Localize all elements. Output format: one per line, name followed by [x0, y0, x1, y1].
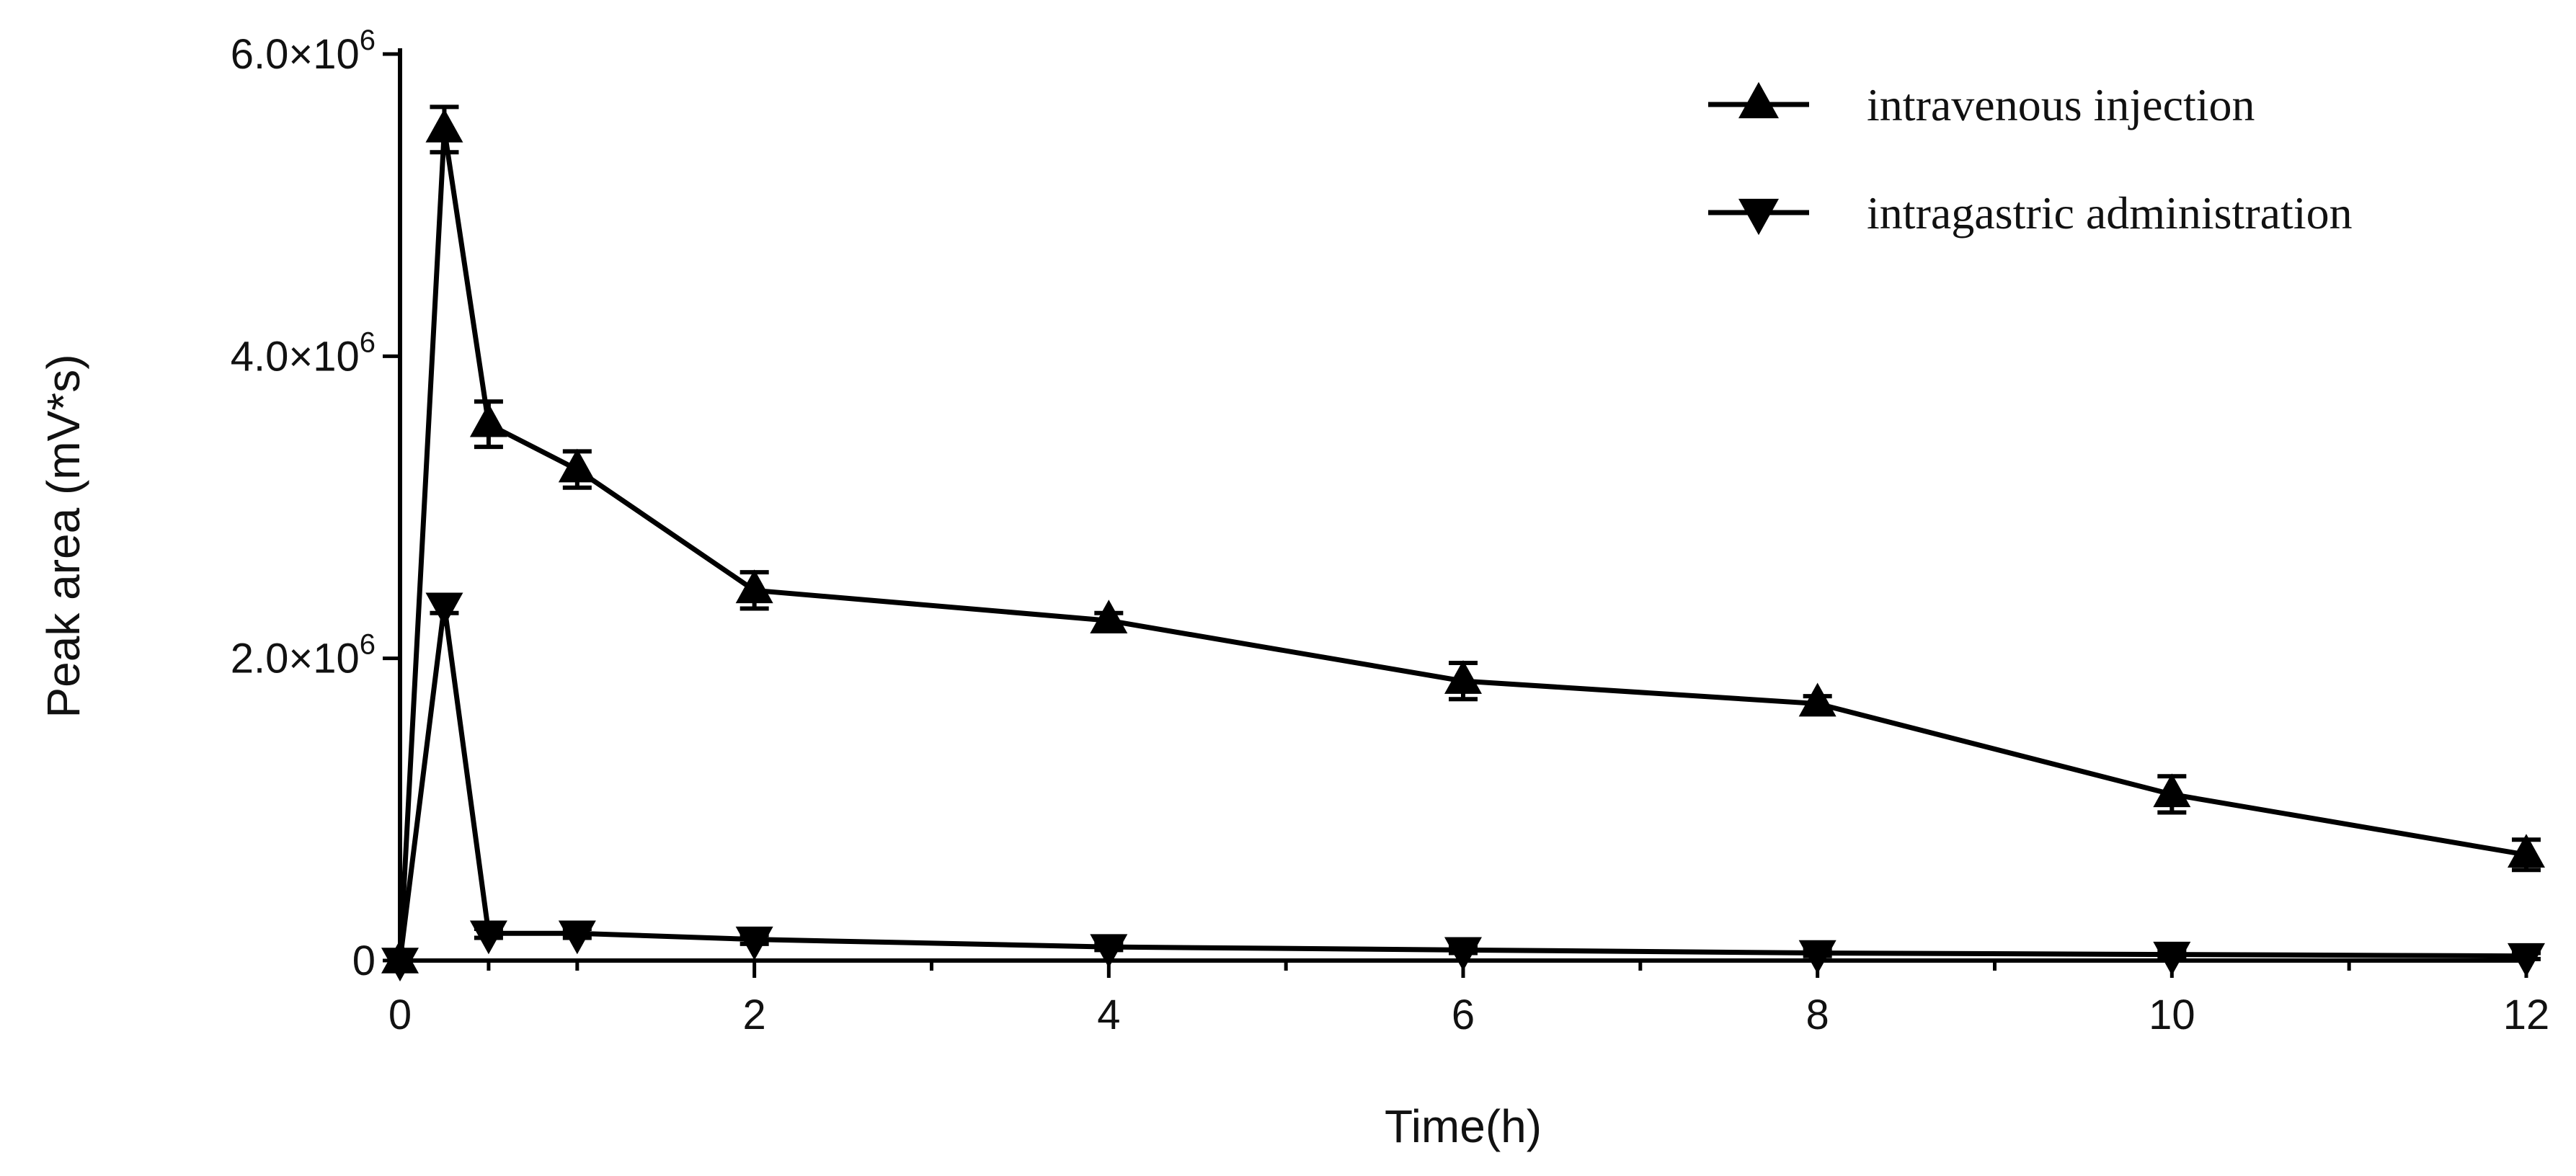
ticks: 0 2 4 6 8 10 12 0 2.0×106 4.0×106 6.0×106: [231, 24, 2550, 1038]
data-point-triangle-down: [1444, 937, 1482, 971]
data-point-triangle-up: [735, 569, 773, 604]
data-point-triangle-up: [469, 403, 507, 437]
y-tick-label-0: 0: [352, 937, 376, 984]
x-tick-label-8: 8: [1806, 992, 1829, 1038]
series-layer: [381, 104, 2545, 982]
data-point-triangle-up: [2153, 773, 2191, 808]
data-point-triangle-down: [469, 920, 507, 955]
y-tick-exponent: 6: [360, 629, 376, 661]
x-tick-label-4: 4: [1097, 992, 1120, 1038]
legend-marker-triangle-down: [1738, 198, 1779, 236]
x-tick-label-10: 10: [2149, 992, 2195, 1038]
series-line: [397, 602, 2527, 961]
data-point-triangle-down: [1798, 940, 1836, 974]
data-point-triangle-up: [2508, 834, 2545, 868]
y-tick-label-3: 6.0×106: [231, 24, 376, 78]
data-point-triangle-down: [425, 592, 463, 627]
data-point-triangle-down: [735, 926, 773, 961]
data-point-triangle-down: [2153, 941, 2191, 976]
data-point-triangle-down: [1090, 934, 1128, 968]
data-point-triangle-down: [558, 920, 596, 955]
x-tick-label-0: 0: [388, 992, 412, 1038]
y-axis-title: Peak area (mV*s): [37, 354, 89, 718]
data-point-triangle-up: [425, 108, 463, 143]
x-tick-label-12: 12: [2503, 992, 2550, 1038]
x-tick-label-2: 2: [743, 992, 766, 1038]
legend-label-intravenous-injection: intravenous injection: [1867, 79, 2255, 130]
y-tick-label-2: 4.0×106: [231, 326, 376, 380]
y-tick-label-1: 2.0×106: [231, 629, 376, 682]
data-point-triangle-down: [381, 948, 419, 982]
legend-label-intragastric-administration: intragastric administration: [1867, 187, 2353, 239]
x-tick-label-6: 6: [1452, 992, 1475, 1038]
data-point-triangle-up: [558, 448, 596, 483]
y-tick-exponent: 6: [360, 24, 376, 56]
legend-item-intragastric-administration: intragastric administration: [1708, 187, 2353, 239]
series-intravenous-injection: [381, 104, 2545, 974]
series-intragastric-administration: [381, 592, 2545, 982]
legend-item-intravenous-injection: intravenous injection: [1708, 79, 2255, 130]
legend: intravenous injection intragastric admin…: [1708, 79, 2353, 239]
x-axis-title: Time(h): [1385, 1100, 1542, 1152]
axes: [398, 48, 2526, 963]
series-line: [397, 127, 2527, 961]
y-tick-exponent: 6: [360, 326, 376, 358]
legend-marker-triangle-up: [1738, 81, 1779, 119]
data-point-triangle-down: [2508, 943, 2545, 977]
data-point-triangle-up: [1798, 682, 1836, 717]
data-point-triangle-up: [1444, 660, 1482, 694]
data-point-triangle-up: [1090, 600, 1128, 634]
